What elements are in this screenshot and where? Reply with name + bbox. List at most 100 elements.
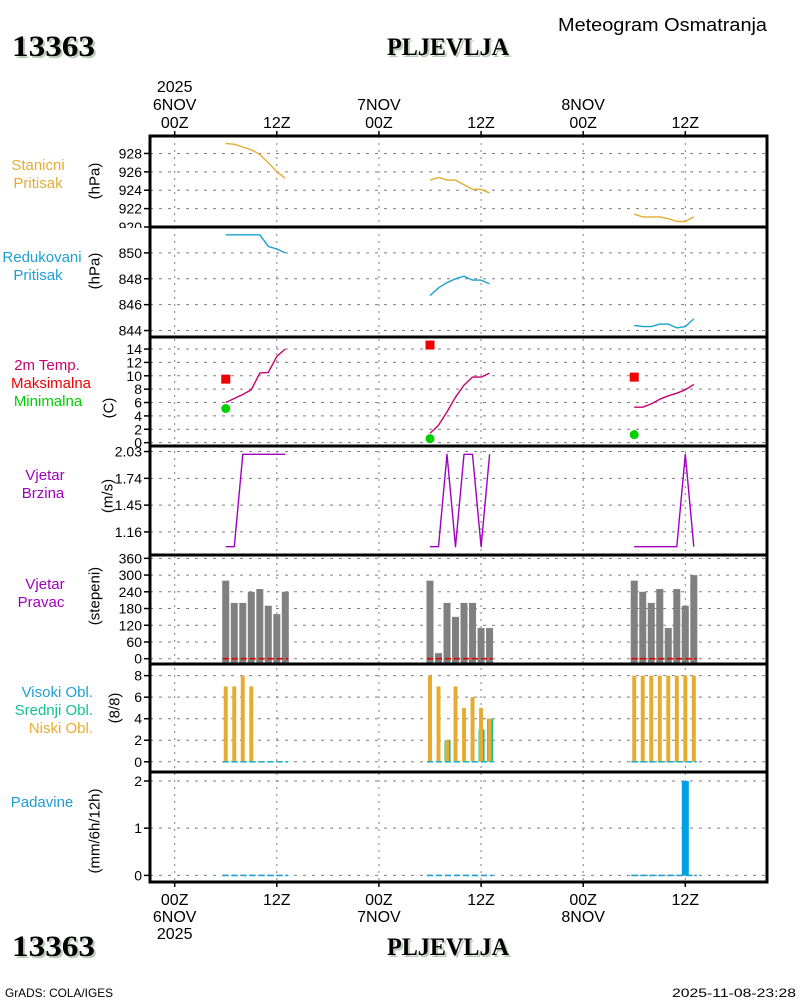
station-pressure-line [429, 176, 490, 194]
panel-label-low-cloud: Niski Obl. [29, 720, 93, 737]
time-label-bottom: 00Z [569, 892, 597, 909]
low-cloud-bar [436, 686, 441, 762]
y-tick-label: 924 [119, 182, 143, 198]
wind-direction-bar [664, 628, 672, 664]
wind-direction-bar [460, 602, 468, 664]
y-tick-label: 1 [134, 820, 142, 836]
y-tick-label: 850 [119, 245, 143, 261]
panel-label-temperature-max: Maksimalna [11, 375, 92, 392]
y-tick-label: 1.45 [115, 497, 142, 513]
y-tick-label: 0 [134, 867, 142, 883]
date-label-bottom: 6NOV [153, 909, 197, 926]
station-pressure-line [225, 142, 286, 179]
year-label-bottom: 2025 [157, 926, 193, 943]
unit-label-temperature: (C) [101, 398, 118, 419]
y-tick-label: 922 [119, 201, 143, 217]
panel-label-wind-speed: Vjetar [25, 467, 64, 484]
wind-direction-bar [239, 602, 247, 664]
unit-label-reduced-pressure: (hPa) [87, 253, 104, 290]
y-tick-label: 12 [126, 354, 142, 370]
temperature-max-marker [425, 340, 435, 350]
panel-label-wind-direction-2: Pravac [18, 594, 65, 611]
time-label-bottom: 00Z [161, 892, 189, 909]
temperature-min-marker [629, 430, 639, 440]
temperature-min-marker [221, 404, 231, 414]
low-cloud-bar [640, 675, 645, 762]
date-label-top: 6NOV [153, 97, 197, 114]
date-label-bottom: 7NOV [357, 909, 401, 926]
unit-label-precipitation: (mm/6h/12h) [87, 788, 104, 873]
time-label-bottom: 12Z [467, 892, 495, 909]
low-cloud-bar [691, 675, 696, 762]
low-cloud-bar [649, 675, 654, 762]
wind-speed-line [634, 453, 695, 548]
y-tick-label: 928 [119, 145, 143, 161]
y-tick-label: 848 [119, 271, 143, 287]
time-label-bottom: 12Z [263, 892, 291, 909]
y-tick-label: 926 [119, 164, 143, 180]
low-cloud-bar [479, 707, 484, 762]
y-tick-label: 0 [134, 651, 142, 667]
wind-speed-line [430, 453, 491, 548]
footer-station-name-shadow: PLJEVLJA [389, 936, 511, 963]
wind-direction-bar [281, 591, 289, 664]
time-label-bottom: 00Z [365, 892, 393, 909]
low-cloud-bar [249, 686, 254, 762]
panel-label-station-pressure-2: Pritisak [13, 175, 63, 192]
wind-direction-bar [247, 591, 255, 664]
time-label-top: 12Z [467, 115, 495, 132]
time-label-top: 00Z [161, 115, 189, 132]
wind-direction-bar [469, 602, 477, 664]
plot-frame [144, 131, 769, 887]
axis-labels-layer: 00Z00Z6NOV6NOV2025202512Z12Z00Z00Z7NOV7N… [115, 79, 700, 943]
low-cloud-bar [240, 675, 245, 762]
y-tick-label: 2 [134, 421, 142, 437]
data-marks-layer [221, 142, 698, 877]
y-tick-label: 300 [119, 567, 143, 583]
y-tick-label: 6 [134, 689, 142, 705]
panel-label-temperature-min: Minimalna [14, 393, 83, 410]
y-tick-label: 240 [119, 584, 143, 600]
reduced-pressure-line [634, 318, 695, 329]
y-tick-label: 10 [126, 368, 142, 384]
station-name-shadow: PLJEVLJA [389, 36, 511, 63]
panel-label-temperature: 2m Temp. [14, 357, 80, 374]
panel-label-high-cloud: Visoki Obl. [22, 684, 93, 701]
temperature-max-marker [629, 372, 639, 382]
date-label-top: 7NOV [357, 97, 401, 114]
y-tick-label: 14 [126, 341, 142, 357]
y-tick-label: 360 [119, 550, 143, 566]
temperature-2m-line [634, 383, 695, 408]
reduced-pressure-line [225, 234, 286, 254]
panel-label-wind-direction: Vjetar [25, 576, 64, 593]
temperature-2m-line [225, 348, 286, 404]
temperature-min-marker [425, 434, 435, 444]
unit-label-cloud-cover: (8/8) [107, 693, 124, 724]
low-cloud-bar [453, 686, 458, 762]
low-cloud-bar [674, 675, 679, 762]
temperature-2m-line [429, 372, 490, 434]
product-title: Meteogram Osmatranja [558, 15, 768, 35]
panel-label-precipitation: Padavine [11, 794, 74, 811]
y-tick-label: 8 [134, 668, 142, 684]
low-cloud-bar [657, 675, 662, 762]
wind-direction-bar [230, 602, 238, 664]
y-tick-label: 844 [119, 323, 143, 339]
low-cloud-bar [462, 707, 467, 762]
precipitation-bar [681, 780, 689, 876]
y-tick-label: 6 [134, 395, 142, 411]
wind-direction-bar [681, 605, 689, 664]
y-tick-label: 180 [119, 601, 143, 617]
date-label-top: 8NOV [561, 97, 605, 114]
year-label-top: 2025 [157, 79, 193, 96]
panel-label-reduced-pressure-2: Pritisak [13, 267, 63, 284]
y-tick-label: 0 [134, 754, 142, 770]
wind-speed-line [225, 453, 286, 548]
low-cloud-bar [427, 675, 432, 762]
station-pressure-line [633, 213, 695, 223]
time-label-top: 12Z [672, 115, 700, 132]
wind-direction-bar [630, 580, 638, 664]
y-tick-label: 60 [126, 634, 142, 650]
panel-label-station-pressure: Stanicni [11, 157, 64, 174]
